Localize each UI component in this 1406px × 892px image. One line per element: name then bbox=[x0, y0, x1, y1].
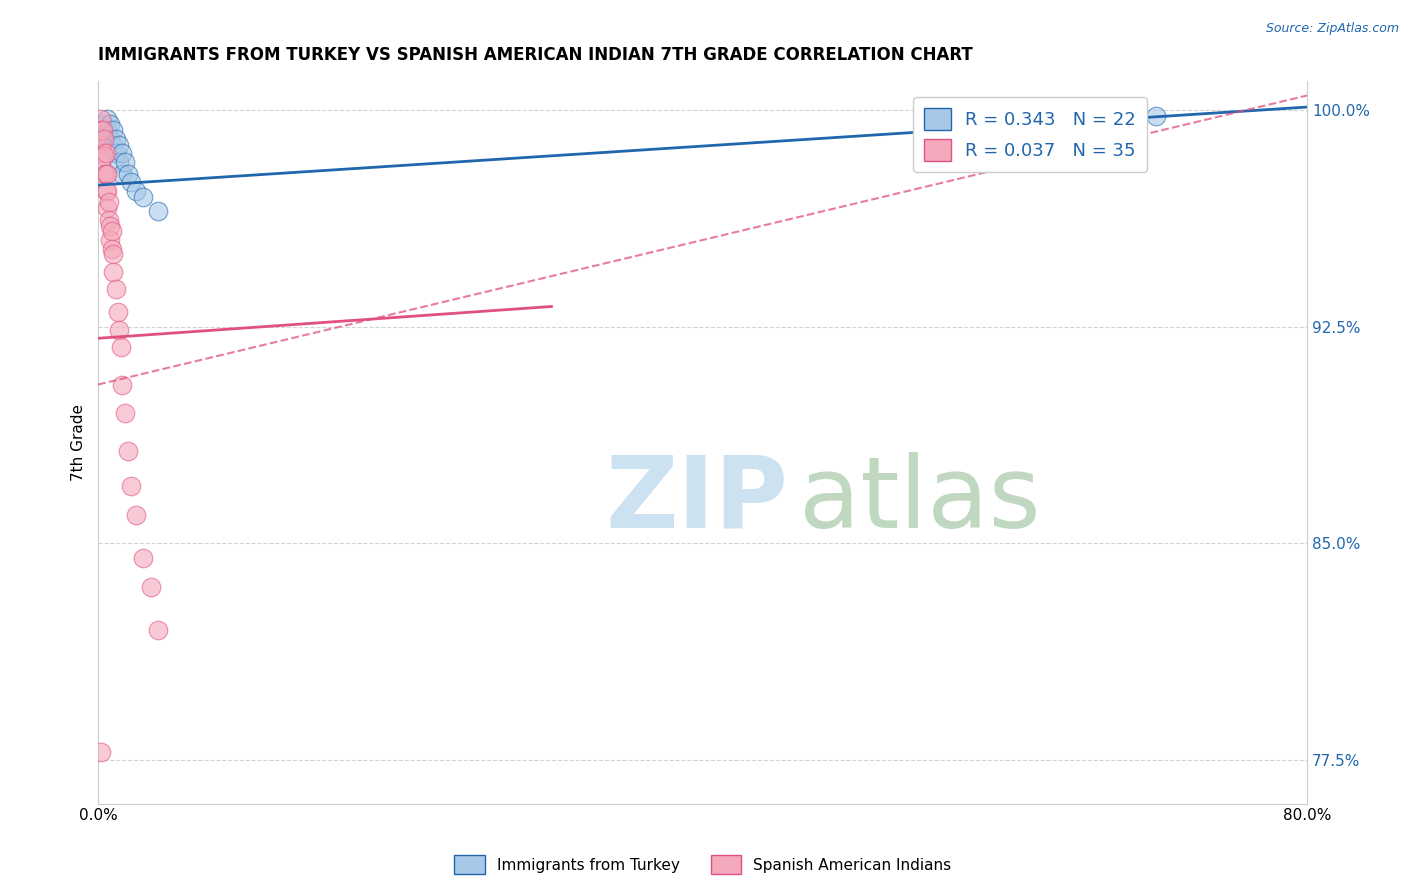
Point bbox=[125, 508, 148, 522]
Text: IMMIGRANTS FROM TURKEY VS SPANISH AMERICAN INDIAN 7TH GRADE CORRELATION CHART: IMMIGRANTS FROM TURKEY VS SPANISH AMERIC… bbox=[98, 46, 973, 64]
Point bbox=[105, 282, 128, 296]
Point bbox=[101, 247, 124, 261]
Point bbox=[97, 195, 120, 210]
Point bbox=[108, 155, 131, 169]
Legend: R = 0.343   N = 22, R = 0.037   N = 35: R = 0.343 N = 22, R = 0.037 N = 35 bbox=[912, 97, 1147, 172]
Text: ZIP: ZIP bbox=[606, 451, 789, 549]
Point bbox=[93, 167, 115, 181]
Point bbox=[98, 132, 121, 146]
Point bbox=[100, 224, 122, 238]
Point bbox=[117, 444, 139, 458]
Text: atlas: atlas bbox=[799, 451, 1040, 549]
Point bbox=[108, 323, 131, 337]
Point bbox=[98, 117, 121, 131]
Point bbox=[111, 146, 134, 161]
Point bbox=[94, 184, 117, 198]
Point bbox=[105, 146, 128, 161]
Point bbox=[114, 406, 136, 420]
Point bbox=[96, 201, 118, 215]
Point bbox=[148, 204, 170, 219]
Point bbox=[101, 123, 124, 137]
Point bbox=[125, 184, 148, 198]
Point bbox=[94, 146, 117, 161]
Point bbox=[96, 137, 118, 152]
Point bbox=[111, 167, 134, 181]
Point bbox=[132, 189, 155, 203]
Point bbox=[117, 167, 139, 181]
Point bbox=[91, 117, 114, 131]
Point bbox=[90, 112, 112, 126]
Point bbox=[120, 478, 142, 492]
Point bbox=[1144, 109, 1167, 123]
Point bbox=[108, 137, 131, 152]
Point bbox=[148, 624, 170, 638]
Point bbox=[107, 305, 129, 319]
Point bbox=[96, 167, 118, 181]
Point bbox=[96, 123, 118, 137]
Point bbox=[98, 233, 121, 247]
Point bbox=[98, 219, 121, 233]
Point bbox=[132, 551, 155, 566]
Point bbox=[101, 265, 124, 279]
Point bbox=[100, 242, 122, 256]
Point bbox=[91, 146, 114, 161]
Point bbox=[90, 745, 112, 759]
Point bbox=[96, 112, 118, 126]
Y-axis label: 7th Grade: 7th Grade bbox=[72, 404, 86, 481]
Point bbox=[101, 137, 124, 152]
Point bbox=[110, 340, 132, 354]
Point bbox=[139, 580, 162, 594]
Point bbox=[91, 132, 114, 146]
Point bbox=[93, 149, 115, 163]
Point bbox=[93, 132, 115, 146]
Point bbox=[90, 123, 112, 137]
Point bbox=[96, 184, 118, 198]
Point bbox=[90, 137, 112, 152]
Point bbox=[94, 167, 117, 181]
Legend: Immigrants from Turkey, Spanish American Indians: Immigrants from Turkey, Spanish American… bbox=[449, 849, 957, 880]
Text: Source: ZipAtlas.com: Source: ZipAtlas.com bbox=[1265, 22, 1399, 36]
Point bbox=[97, 212, 120, 227]
Point bbox=[91, 123, 114, 137]
Point bbox=[120, 175, 142, 189]
Point bbox=[111, 377, 134, 392]
Point bbox=[105, 132, 128, 146]
Point bbox=[114, 155, 136, 169]
